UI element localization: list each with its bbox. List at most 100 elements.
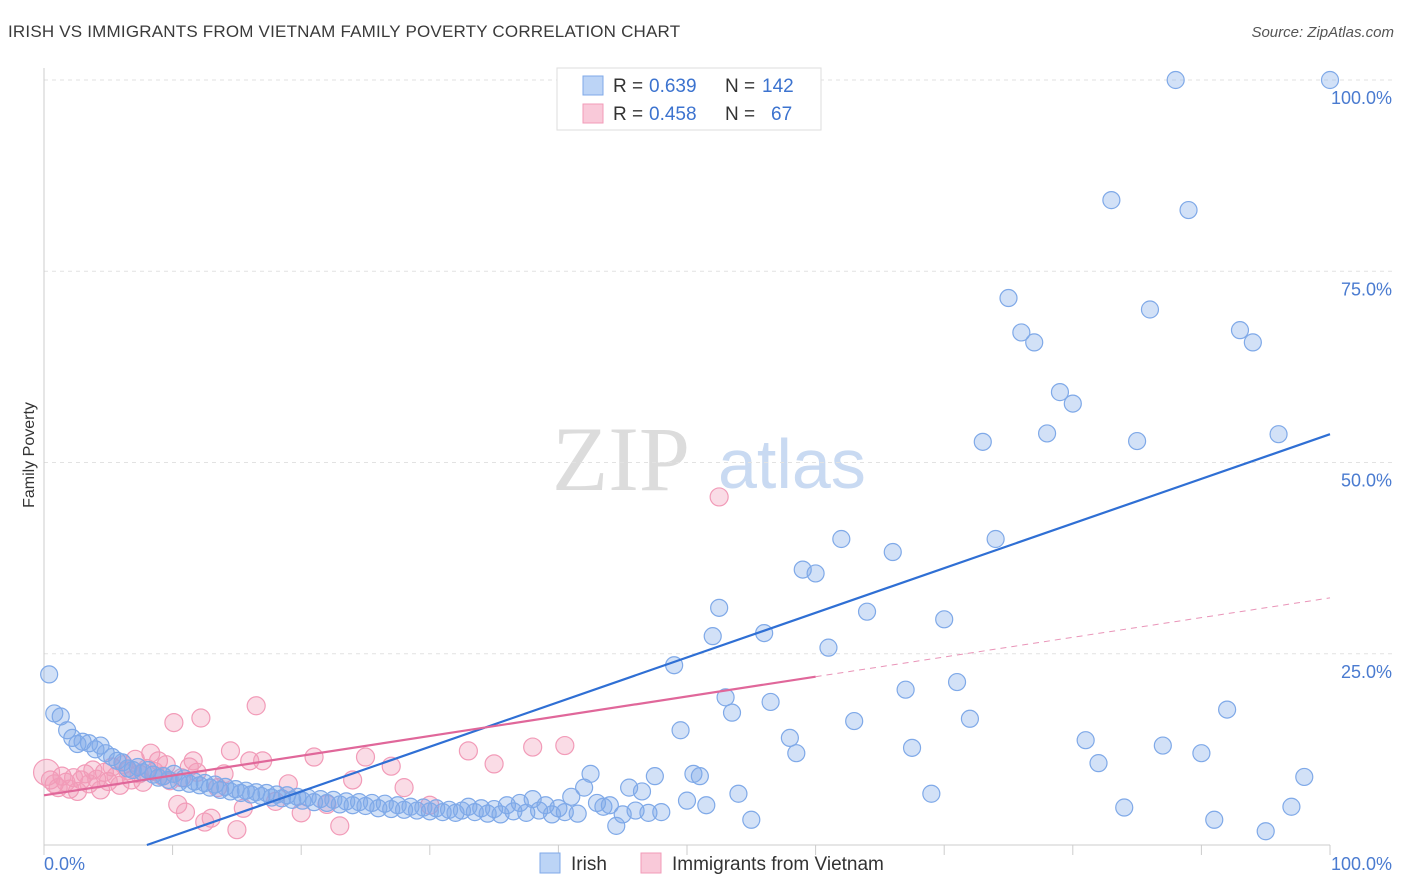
point-irish: [568, 804, 587, 823]
legend-r-value-1: 0.639: [649, 76, 697, 97]
point-irish: [1115, 798, 1134, 817]
point-irish: [1127, 431, 1147, 451]
point-vietnam: [246, 696, 266, 716]
watermark-zip: ZIP: [552, 408, 690, 510]
point-vietnam: [220, 741, 241, 761]
y-tick-label: 75.0%: [1341, 279, 1392, 299]
legend-r-label-2: R =: [613, 104, 643, 125]
point-irish: [1243, 333, 1262, 352]
point-vietnam: [168, 794, 188, 815]
point-irish: [1037, 424, 1057, 443]
point-irish: [1256, 822, 1275, 841]
point-irish: [960, 709, 980, 728]
point-irish: [1076, 731, 1095, 750]
point-irish: [1063, 394, 1082, 413]
legend-swatch-vietnam: [582, 103, 604, 124]
point-vietnam: [330, 816, 350, 836]
source-label: Source: ZipAtlas.com: [1251, 24, 1394, 41]
trend-line-vietnam: [43, 675, 816, 797]
legend-swatch-irish: [582, 75, 604, 96]
point-irish: [845, 711, 864, 731]
trend-line-irish: [146, 433, 1331, 847]
point-irish: [947, 672, 967, 692]
point-irish: [1025, 333, 1044, 352]
bottom-legend-label-vietnam: Immigrants from Vietnam: [672, 854, 884, 875]
point-vietnam: [555, 735, 575, 756]
legend-n-value-2: 67: [771, 104, 792, 125]
point-irish: [935, 610, 954, 629]
legend-n-value-1: 142: [762, 76, 794, 97]
point-irish: [716, 688, 735, 707]
x-tick-label: 0.0%: [44, 854, 85, 874]
point-irish: [697, 796, 716, 815]
point-irish: [478, 804, 497, 823]
bottom-legend-swatch-irish: [539, 852, 561, 874]
point-vietnam: [40, 770, 61, 790]
point-irish: [1230, 321, 1250, 340]
bottom-legend: Irish Immigrants from Vietnam: [539, 852, 884, 875]
point-irish: [262, 788, 281, 807]
y-axis-label: Family Poverty: [21, 402, 38, 508]
point-vietnam: [709, 487, 729, 507]
point-irish: [857, 602, 877, 621]
point-irish: [973, 432, 992, 451]
point-irish: [1218, 700, 1237, 719]
point-vietnam: [227, 820, 247, 840]
trend-line-vietnam-extension: [815, 597, 1331, 678]
point-irish: [677, 791, 697, 810]
point-vietnam: [201, 808, 221, 828]
point-irish: [1166, 70, 1185, 90]
point-irish: [1205, 810, 1224, 829]
point-irish: [883, 542, 902, 562]
point-irish: [787, 744, 806, 763]
point-irish: [369, 799, 388, 818]
point-irish: [1269, 425, 1288, 444]
point-irish: [594, 797, 613, 816]
point-irish: [819, 638, 838, 657]
point-irish: [761, 692, 780, 712]
point-irish: [40, 665, 59, 684]
point-irish: [581, 764, 600, 783]
point-irish: [902, 738, 922, 757]
watermark-atlas: atlas: [718, 425, 866, 503]
legend-n-label-2: N =: [725, 104, 755, 125]
point-irish: [780, 728, 799, 748]
point-irish: [1050, 383, 1070, 402]
point-irish: [729, 784, 748, 803]
point-vietnam: [523, 737, 543, 757]
point-irish: [128, 757, 147, 777]
point-vietnam: [484, 754, 504, 774]
point-irish: [806, 564, 825, 583]
point-irish: [639, 803, 658, 822]
bottom-legend-label-irish: Irish: [571, 854, 607, 875]
point-vietnam: [394, 778, 414, 798]
point-irish: [896, 680, 915, 699]
point-irish: [1140, 300, 1160, 319]
point-irish: [986, 529, 1005, 549]
point-irish: [1089, 754, 1108, 773]
legend-r-label-1: R =: [613, 76, 643, 97]
point-irish: [1192, 744, 1211, 763]
point-vietnam: [191, 708, 211, 728]
point-vietnam: [175, 802, 196, 822]
point-irish: [703, 627, 722, 646]
point-irish: [722, 703, 742, 722]
legend-n-label-1: N =: [725, 76, 755, 97]
legend-box: R = 0.639 N = 142 R = 0.458 N = 67: [556, 67, 822, 131]
point-irish: [562, 787, 581, 806]
point-irish: [999, 288, 1018, 308]
legend-r-value-2: 0.458: [649, 104, 697, 125]
point-vietnam: [355, 747, 376, 767]
point-irish: [1012, 323, 1031, 342]
point-vietnam: [183, 751, 203, 771]
point-irish: [645, 767, 664, 786]
y-tick-label: 100.0%: [1331, 88, 1392, 108]
point-irish: [1295, 767, 1314, 787]
trend-lines: [43, 433, 1331, 847]
point-vietnam: [164, 712, 184, 733]
point-irish: [652, 803, 671, 822]
point-irish: [600, 796, 619, 815]
point-irish: [1320, 70, 1340, 90]
bottom-legend-swatch-vietnam: [640, 852, 662, 874]
